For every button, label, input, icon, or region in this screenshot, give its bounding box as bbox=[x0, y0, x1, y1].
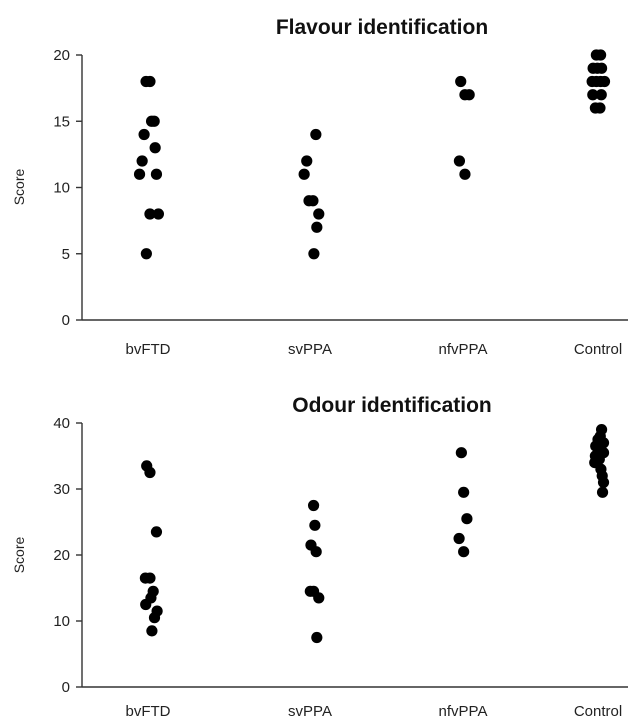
y-tick-label: 0 bbox=[62, 679, 70, 696]
data-point bbox=[146, 625, 158, 637]
data-point bbox=[144, 208, 156, 220]
data-point bbox=[458, 546, 470, 558]
y-tick-label: 15 bbox=[53, 113, 70, 130]
data-point bbox=[453, 155, 466, 167]
x-category-label: nfvPPA bbox=[439, 341, 488, 358]
data-point bbox=[140, 248, 152, 260]
data-point bbox=[463, 89, 475, 101]
x-category-label: bvFTD bbox=[126, 341, 171, 358]
chart-title: Odour identification bbox=[292, 394, 492, 417]
y-tick-label: 30 bbox=[53, 481, 70, 498]
x-category-label: Control bbox=[574, 341, 622, 358]
y-ticks: 0 10 20 30 40 bbox=[53, 415, 82, 696]
x-category-label: Control bbox=[574, 703, 622, 719]
data-point bbox=[301, 155, 313, 167]
data-point bbox=[310, 546, 322, 558]
y-axis-label: Score bbox=[11, 537, 27, 574]
data-point bbox=[149, 142, 161, 154]
y-ticks: 0 5 10 15 20 bbox=[53, 47, 82, 329]
y-tick-label: 0 bbox=[62, 312, 70, 329]
data-point bbox=[150, 168, 163, 180]
data-point bbox=[309, 519, 321, 531]
chart-title: Flavour identification bbox=[276, 16, 488, 39]
y-tick-label: 20 bbox=[53, 47, 70, 64]
data-point bbox=[587, 89, 599, 101]
data-point bbox=[313, 208, 325, 220]
data-point bbox=[144, 75, 156, 88]
data-point bbox=[458, 486, 470, 498]
data-points bbox=[139, 424, 610, 644]
data-point bbox=[138, 128, 150, 141]
data-point bbox=[140, 598, 152, 611]
data-point bbox=[144, 572, 156, 584]
data-point bbox=[144, 466, 156, 479]
y-axis-label: Score bbox=[11, 169, 27, 206]
x-category-label: svPPA bbox=[288, 703, 332, 719]
odour-chart-panel: Odour identification Score 0 10 20 30 40 bvF… bbox=[11, 394, 628, 719]
flavour-chart-panel: Flavour identification Score 0 5 10 15 20 bv… bbox=[11, 16, 628, 358]
y-tick-label: 10 bbox=[53, 613, 70, 630]
x-category-label: svPPA bbox=[288, 341, 332, 358]
y-tick-label: 10 bbox=[53, 180, 70, 197]
y-tick-label: 5 bbox=[62, 246, 70, 263]
data-point bbox=[596, 486, 609, 498]
data-point bbox=[597, 476, 610, 488]
data-point bbox=[148, 612, 161, 624]
data-point bbox=[594, 102, 606, 114]
data-point bbox=[310, 128, 322, 141]
data-point bbox=[311, 221, 323, 233]
data-point bbox=[595, 89, 607, 101]
y-tick-label: 20 bbox=[53, 547, 70, 564]
data-point bbox=[136, 155, 148, 167]
data-point bbox=[298, 168, 310, 180]
data-point bbox=[311, 631, 323, 644]
data-point bbox=[150, 526, 163, 538]
data-point bbox=[453, 532, 465, 545]
x-category-labels: bvFTD svPPA nfvPPA Control bbox=[126, 341, 623, 358]
x-category-labels: bvFTD svPPA nfvPPA Control bbox=[126, 703, 623, 719]
data-point bbox=[313, 592, 325, 604]
y-tick-label: 40 bbox=[53, 415, 70, 432]
data-points bbox=[133, 49, 611, 260]
data-point bbox=[308, 248, 320, 260]
data-point bbox=[595, 62, 608, 74]
data-point bbox=[455, 75, 467, 88]
data-point bbox=[133, 168, 146, 180]
x-category-label: bvFTD bbox=[126, 703, 171, 719]
data-point bbox=[461, 513, 473, 525]
data-point bbox=[307, 195, 319, 207]
data-point bbox=[459, 168, 471, 180]
data-point bbox=[307, 499, 320, 512]
data-point bbox=[148, 115, 160, 127]
data-point bbox=[152, 208, 164, 220]
data-point bbox=[455, 447, 467, 459]
data-point bbox=[598, 75, 611, 88]
x-category-label: nfvPPA bbox=[439, 703, 488, 719]
data-point bbox=[595, 49, 607, 61]
